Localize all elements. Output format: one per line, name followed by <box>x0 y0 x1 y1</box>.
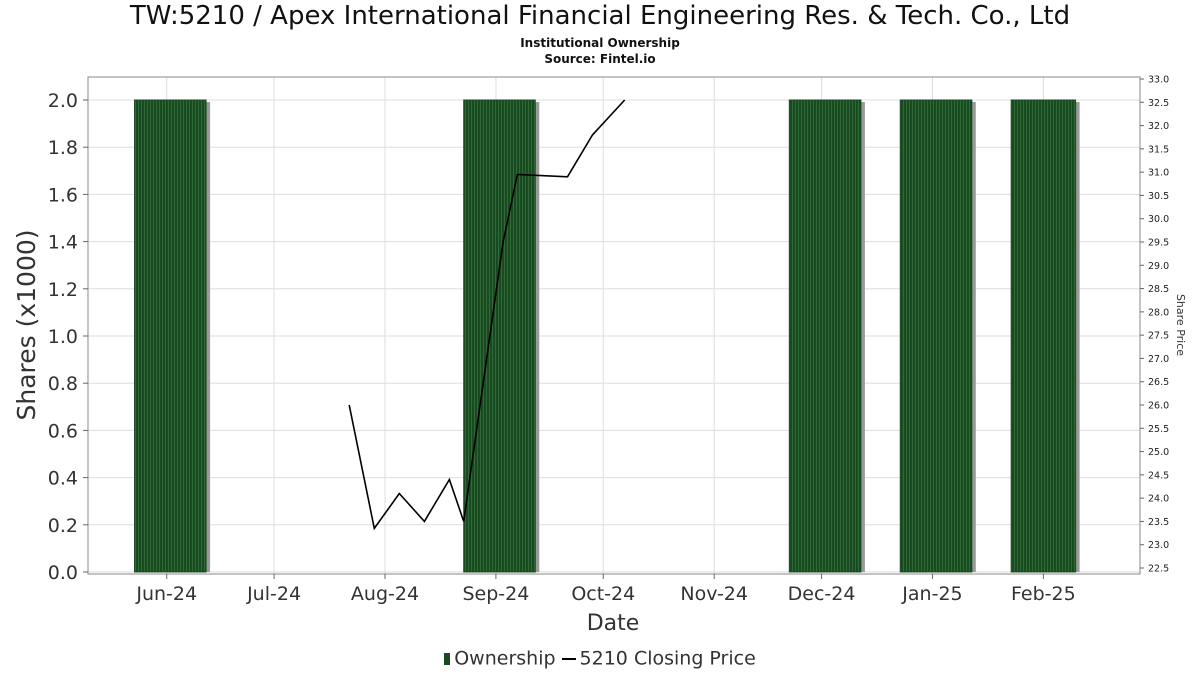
y2-tick-label: 26.5 <box>1148 377 1169 388</box>
chart-title: TW:5210 / Apex International Financial E… <box>129 1 1071 31</box>
x-tick-label: Aug-24 <box>351 583 419 605</box>
y2-tick-label: 27.5 <box>1148 331 1169 342</box>
y2-tick-label: 31.5 <box>1148 144 1169 155</box>
y2-tick-label: 23.0 <box>1148 540 1169 551</box>
y2-tick-label: 26.0 <box>1148 401 1169 412</box>
legend-ownership-label: Ownership <box>454 647 556 670</box>
y-tick-label: 1.4 <box>48 232 78 254</box>
x-tick-label: Nov-24 <box>680 583 748 605</box>
legend-price-swatch <box>561 657 576 660</box>
y-tick-label: 1.2 <box>48 279 78 301</box>
legend-ownership-swatch <box>444 652 451 665</box>
y2-tick-label: 33.0 <box>1148 75 1169 86</box>
y-tick-label: 0.2 <box>48 515 78 537</box>
ownership-bar <box>1010 99 1077 573</box>
y-tick-label: 0.0 <box>48 562 78 584</box>
price-line <box>348 99 626 531</box>
axis-ticks: 0.0 0.2 0.4 0.6 0.8 1.0 1.2 1.4 1.6 1.8 2.0 22.5 23.… <box>48 75 1169 606</box>
y2-tick-label: 25.0 <box>1148 447 1169 458</box>
chart-plot: 0.0 0.2 0.4 0.6 0.8 1.0 1.2 1.4 1.6 1.8 2.0 22.5 23.… <box>12 75 1187 637</box>
y2-tick-label: 29.0 <box>1148 261 1169 272</box>
y2-tick-label: 32.0 <box>1148 121 1169 132</box>
y2-tick-label: 30.5 <box>1148 191 1169 202</box>
y2-tick-label: 32.5 <box>1148 98 1169 109</box>
y2-tick-label: 24.0 <box>1148 494 1169 505</box>
ownership-bar <box>134 99 207 573</box>
y2-tick-label: 29.5 <box>1148 238 1169 249</box>
x-tick-label: Jul-24 <box>246 583 301 605</box>
chart-subtitle: Institutional Ownership <box>520 36 680 50</box>
chart-source: Source: Fintel.io <box>544 52 656 66</box>
y-tick-label: 0.8 <box>48 373 78 395</box>
plot-frame <box>87 76 1141 575</box>
y2-tick-label: 28.0 <box>1148 307 1169 318</box>
y2-tick-label: 23.5 <box>1148 517 1169 528</box>
y-tick-label: 1.8 <box>48 137 78 159</box>
y-tick-label: 2.0 <box>48 90 78 112</box>
y2-tick-label: 27.0 <box>1148 354 1169 365</box>
grid <box>88 77 1140 574</box>
y-tick-label: 0.6 <box>48 420 78 442</box>
y-axis-label: Shares (x1000) <box>12 229 41 420</box>
ownership-bar <box>788 99 862 573</box>
legend: Ownership 5210 Closing Price <box>0 647 1200 670</box>
legend-price-label: 5210 Closing Price <box>579 647 756 670</box>
y2-tick-label: 24.5 <box>1148 470 1169 481</box>
y2-tick-label: 25.5 <box>1148 424 1169 435</box>
y2-tick-label: 30.0 <box>1148 214 1169 225</box>
y2-axis-label: Share Price <box>1174 294 1187 356</box>
x-tick-label: Jun-24 <box>135 583 197 605</box>
y2-tick-label: 31.0 <box>1148 168 1169 179</box>
ownership-bar <box>463 99 536 573</box>
y-tick-label: 1.0 <box>48 326 78 348</box>
ownership-bar <box>899 99 973 573</box>
y-tick-label: 1.6 <box>48 184 78 206</box>
price-line-layer <box>348 99 626 531</box>
x-tick-label: Sep-24 <box>462 583 529 605</box>
x-tick-label: Dec-24 <box>788 583 856 605</box>
y2-tick-label: 22.5 <box>1148 564 1169 575</box>
ownership-bars <box>134 99 1080 573</box>
y-tick-label: 0.4 <box>48 468 78 490</box>
x-axis-label: Date <box>587 611 640 636</box>
x-tick-label: Oct-24 <box>571 583 635 605</box>
x-tick-label: Jan-25 <box>901 583 962 605</box>
x-tick-label: Feb-25 <box>1011 583 1076 605</box>
y2-tick-label: 28.5 <box>1148 284 1169 295</box>
